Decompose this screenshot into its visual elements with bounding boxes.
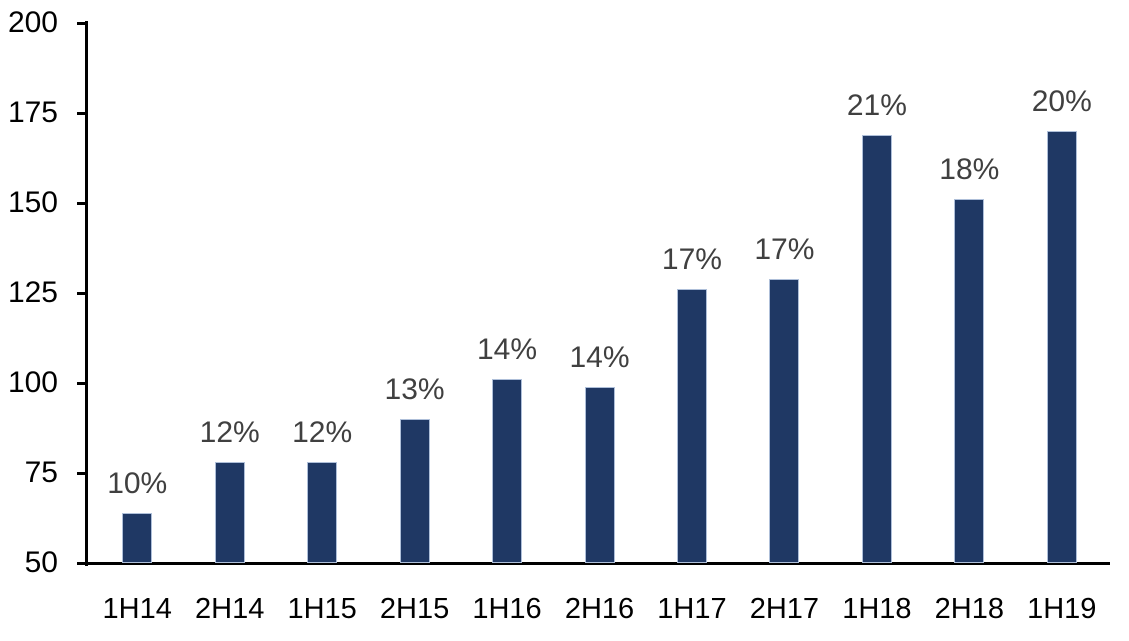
x-tick-label: 1H15 xyxy=(287,593,357,625)
bar-2h14 xyxy=(214,462,245,563)
bar-value-label: 12% xyxy=(292,416,353,450)
y-tick-mark xyxy=(77,112,88,115)
bar-1h19 xyxy=(1046,131,1077,563)
x-axis-line xyxy=(77,562,1110,565)
y-tick-mark xyxy=(77,562,88,565)
bar-value-label: 20% xyxy=(1031,85,1092,118)
y-tick-label: 100 xyxy=(7,366,58,399)
x-tick-label: 2H14 xyxy=(195,593,265,625)
x-tick-label: 2H16 xyxy=(564,593,635,625)
y-tick-label: 200 xyxy=(7,6,58,39)
x-tick-label: 2H15 xyxy=(379,593,450,625)
y-tick-mark xyxy=(77,22,88,25)
bar-value-label: 13% xyxy=(384,373,445,406)
y-tick-label: 175 xyxy=(7,96,58,129)
bar-value-label: 14% xyxy=(477,333,538,367)
bar-2h15 xyxy=(399,419,430,563)
y-tick-label: 50 xyxy=(24,546,58,579)
bar-1h15 xyxy=(307,462,338,563)
bar-value-label: 12% xyxy=(199,416,260,450)
bar-1h17 xyxy=(676,289,707,563)
bar-value-label: 21% xyxy=(846,88,907,122)
x-tick-label: 1H18 xyxy=(842,593,912,625)
bar-value-label: 18% xyxy=(939,153,1000,187)
bar-1h18 xyxy=(861,134,892,563)
bar-value-label: 14% xyxy=(569,340,630,374)
x-tick-label: 1H14 xyxy=(102,593,172,625)
bar-2h16 xyxy=(584,386,615,563)
bar-value-label: 10% xyxy=(107,466,168,500)
y-tick-label: 150 xyxy=(7,186,58,219)
bar-value-label: 17% xyxy=(754,232,815,266)
y-tick-mark xyxy=(77,472,88,475)
bar-2h17 xyxy=(769,278,800,563)
bar-1h16 xyxy=(492,379,523,563)
y-tick-label: 125 xyxy=(7,276,58,309)
bar-1h14 xyxy=(122,512,153,563)
y-tick-mark xyxy=(77,292,88,295)
x-tick-label: 2H17 xyxy=(749,593,820,625)
x-tick-label: 1H19 xyxy=(1027,593,1097,625)
bar-2h18 xyxy=(954,199,985,563)
y-tick-mark xyxy=(77,202,88,205)
x-tick-label: 1H17 xyxy=(657,593,727,625)
x-tick-label: 1H16 xyxy=(472,593,542,625)
x-tick-label: 2H18 xyxy=(934,593,1004,625)
bar-value-label: 17% xyxy=(661,243,722,277)
y-tick-mark xyxy=(77,382,88,385)
y-tick-label: 75 xyxy=(24,456,58,489)
